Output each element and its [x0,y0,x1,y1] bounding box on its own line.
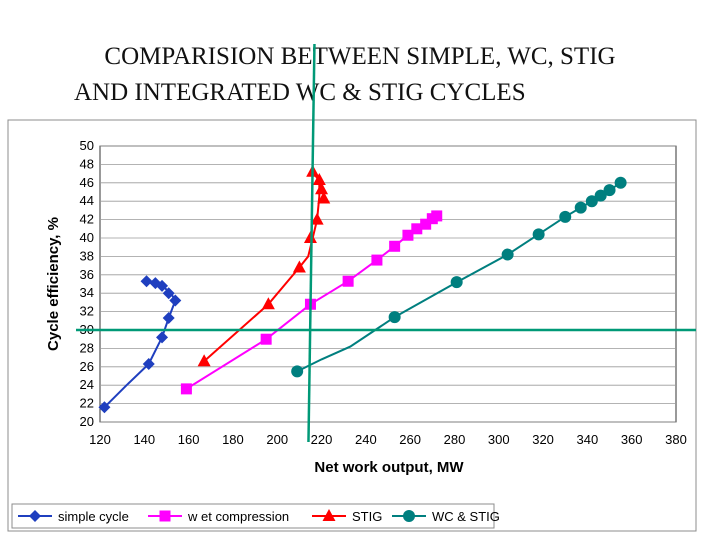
data-point-square [260,333,272,345]
y-tick-label: 28 [80,340,94,355]
x-tick-label: 340 [577,432,599,447]
data-point-diamond [140,275,153,288]
legend-item: simple cycle [18,509,129,524]
x-tick-label: 280 [444,432,466,447]
data-point-diamond [162,287,175,300]
data-point-square [389,240,401,252]
data-point-circle [450,276,463,289]
data-point-circle [291,365,304,378]
x-tick-label: 320 [532,432,554,447]
data-point-triangle [322,509,336,521]
data-point-diamond [156,331,169,344]
y-tick-label: 20 [80,414,94,429]
data-point-circle [532,228,545,241]
legend: simple cycle w et compression STIG WC & STI… [18,509,500,524]
legend-label: simple cycle [58,509,129,524]
data-point-circle [614,176,627,189]
data-point-circle [501,248,514,261]
data-point-triangle [292,260,306,273]
legend-label: STIG [352,509,382,524]
y-tick-label: 50 [80,138,94,153]
data-point-circle [403,510,415,522]
data-point-diamond [29,510,41,522]
y-tick-label: 38 [80,248,94,263]
y-tick-label: 42 [80,212,94,227]
y-tick-label: 32 [80,304,94,319]
y-axis-label: Cycle efficiency, % [45,217,62,351]
gridlines [100,145,676,423]
data-point-square [420,218,432,230]
data-point-diamond [149,277,162,290]
y-tick-label: 24 [80,377,94,392]
x-tick-label: 360 [621,432,643,447]
data-point-triangle [310,212,324,225]
data-point-diamond [162,312,175,325]
data-point-triangle [197,354,211,367]
y-tick-label: 40 [80,230,94,245]
legend-item: WC & STIG [392,509,500,524]
y-tick-label: 36 [80,267,94,282]
legend-label: w et compression [187,509,289,524]
y-tick-label: 26 [80,359,94,374]
series-wc-stig [291,176,627,378]
data-point-circle [559,210,572,223]
data-point-square [402,229,414,241]
reference-line-vertical [307,43,316,443]
x-tick-label: 260 [399,432,421,447]
y-tick-label: 22 [80,396,94,411]
series-layer [98,164,627,414]
data-point-square [411,223,423,235]
x-axis-label: Net work output, MW [314,459,464,476]
data-point-diamond [169,294,182,307]
x-tick-label: 160 [178,432,200,447]
data-point-triangle [312,173,326,186]
legend-item: w et compression [148,509,289,524]
data-point-diamond [142,358,155,371]
x-tick-label: 300 [488,432,510,447]
legend-label: WC & STIG [432,509,500,524]
data-point-diamond [98,401,111,414]
x-tick-label: 240 [355,432,377,447]
slide-title-line1: COMPARISION BETWEEN SIMPLE, WC, STIG [104,43,616,70]
data-point-circle [585,195,598,208]
data-point-square [431,210,443,222]
x-tick-label: 220 [311,432,333,447]
data-point-circle [574,201,587,214]
data-point-square [371,254,383,266]
reference-lines [76,43,696,443]
x-tick-label: 180 [222,432,244,447]
legend-item: STIG [312,509,382,524]
data-point-square [342,275,354,287]
y-tick-label: 48 [80,156,94,171]
x-tick-label: 200 [266,432,288,447]
data-point-triangle [315,182,329,195]
y-tick-label: 34 [80,285,94,300]
x-tick-label: 380 [665,432,687,447]
data-point-circle [388,311,401,324]
data-point-circle [603,184,616,197]
data-point-circle [594,189,607,202]
x-tick-label: 140 [133,432,155,447]
y-tick-label: 44 [80,193,94,208]
y-tick-label: 46 [80,175,94,190]
x-tick-label: 120 [89,432,111,447]
data-point-square [180,383,192,395]
series-w-et-compression [180,210,443,395]
plot-area [99,145,677,423]
data-point-triangle [317,191,331,204]
series-simple-cycle [98,275,182,414]
data-point-triangle [261,297,275,310]
data-point-square [159,510,171,522]
slide-title-line2: AND INTEGRATED WC & STIG CYCLES [74,79,526,106]
